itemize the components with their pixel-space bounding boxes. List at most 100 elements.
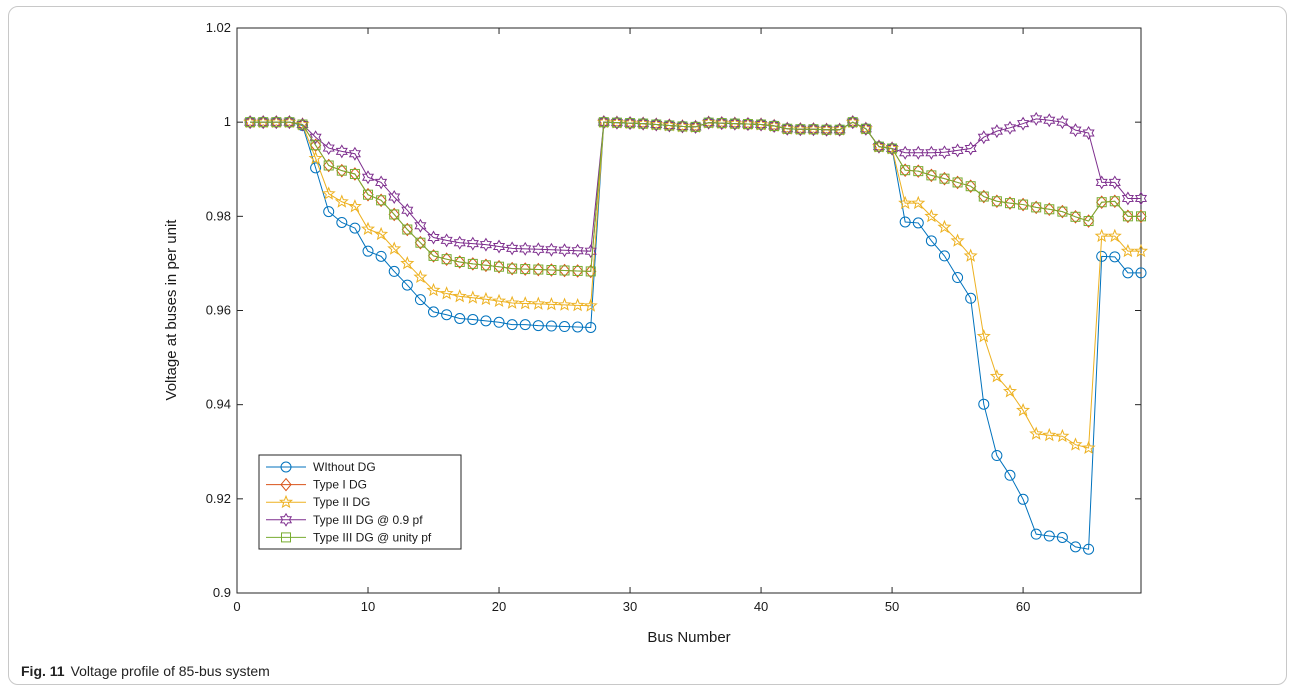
data-point bbox=[1135, 209, 1147, 224]
data-point bbox=[638, 118, 649, 129]
data-point bbox=[361, 170, 375, 185]
data-point bbox=[467, 258, 478, 269]
data-point bbox=[362, 187, 374, 202]
data-point bbox=[1068, 437, 1083, 451]
data-point bbox=[583, 298, 598, 312]
y-tick-label: 0.92 bbox=[206, 491, 231, 506]
data-point bbox=[466, 236, 479, 251]
data-point bbox=[454, 257, 465, 268]
data-point bbox=[1057, 206, 1068, 217]
data-point bbox=[519, 319, 531, 331]
data-point bbox=[518, 296, 533, 310]
x-tick-label: 40 bbox=[754, 599, 768, 614]
data-point bbox=[374, 226, 389, 241]
data-point bbox=[937, 219, 952, 234]
data-point bbox=[610, 115, 623, 130]
data-point bbox=[899, 216, 911, 228]
data-point bbox=[310, 162, 322, 174]
data-point bbox=[781, 121, 794, 136]
data-point bbox=[1135, 267, 1147, 279]
data-point bbox=[559, 321, 571, 333]
data-point bbox=[664, 120, 675, 131]
series-5 bbox=[245, 117, 1146, 277]
data-point bbox=[1120, 243, 1135, 258]
data-point bbox=[388, 265, 400, 277]
data-point bbox=[663, 118, 676, 133]
x-tick-label: 60 bbox=[1016, 599, 1030, 614]
data-point bbox=[795, 124, 806, 135]
data-point bbox=[1043, 202, 1055, 217]
data-point bbox=[1134, 191, 1148, 206]
legend-label: Type II DG bbox=[313, 495, 370, 509]
data-point bbox=[507, 263, 518, 274]
data-point bbox=[270, 115, 283, 130]
legend-label: Type III DG @ 0.9 pf bbox=[313, 513, 423, 527]
data-point bbox=[598, 117, 609, 128]
data-point bbox=[1017, 493, 1029, 505]
data-point bbox=[283, 115, 296, 130]
axis-ticks: 0 10 20 30 40 50 60 0.9 0.92 0.94 0.96 0.98 1 1.02 bbox=[206, 20, 1141, 614]
data-point bbox=[414, 294, 426, 306]
data-point bbox=[349, 222, 361, 234]
data-point bbox=[1133, 243, 1149, 258]
data-point bbox=[1043, 530, 1055, 542]
y-tick-label: 0.94 bbox=[206, 397, 231, 412]
data-point bbox=[467, 257, 479, 271]
y-tick-label: 1 bbox=[224, 114, 231, 129]
data-point bbox=[1017, 116, 1030, 131]
data-point bbox=[912, 164, 924, 178]
data-point bbox=[611, 117, 622, 128]
data-point bbox=[808, 124, 819, 135]
legend-entry: Type III DG @ 0.9 pf bbox=[266, 513, 423, 527]
data-point bbox=[362, 245, 374, 257]
data-point bbox=[991, 196, 1002, 207]
data-point bbox=[939, 173, 950, 184]
data-point bbox=[544, 297, 559, 311]
data-point bbox=[439, 286, 454, 300]
data-point bbox=[1055, 428, 1070, 443]
data-point bbox=[349, 167, 361, 181]
data-point bbox=[559, 265, 570, 276]
data-point bbox=[572, 265, 583, 276]
data-point bbox=[1136, 211, 1146, 222]
data-point bbox=[532, 320, 544, 332]
data-point bbox=[1029, 426, 1044, 440]
data-point bbox=[388, 190, 401, 205]
data-point bbox=[479, 237, 492, 252]
data-point bbox=[467, 313, 479, 325]
data-point bbox=[453, 235, 466, 250]
data-point bbox=[296, 117, 309, 132]
data-point bbox=[964, 141, 977, 156]
data-point bbox=[950, 233, 965, 247]
data-point bbox=[702, 115, 715, 130]
data-point bbox=[689, 119, 702, 134]
data-point bbox=[872, 139, 886, 154]
data-point bbox=[690, 121, 701, 132]
data-point bbox=[414, 218, 427, 233]
data-point bbox=[454, 255, 466, 269]
data-point bbox=[900, 165, 911, 176]
data-point bbox=[440, 233, 453, 248]
data-point bbox=[1082, 214, 1095, 228]
data-point bbox=[401, 222, 413, 237]
data-point bbox=[570, 297, 585, 312]
x-tick-label: 10 bbox=[361, 599, 375, 614]
data-point bbox=[1109, 251, 1121, 263]
data-point bbox=[951, 143, 964, 158]
data-point bbox=[309, 130, 322, 145]
data-point bbox=[335, 144, 348, 159]
data-point bbox=[545, 263, 558, 277]
data-point bbox=[756, 119, 767, 130]
data-point bbox=[1081, 440, 1096, 454]
data-point bbox=[1121, 191, 1134, 206]
data-point bbox=[1096, 197, 1107, 208]
data-point bbox=[1069, 210, 1082, 224]
legend-entry: Type I DG bbox=[266, 478, 367, 492]
data-point bbox=[545, 320, 557, 332]
data-point bbox=[531, 296, 546, 310]
data-point bbox=[1004, 196, 1016, 210]
data-point bbox=[347, 199, 362, 213]
x-tick-label: 30 bbox=[623, 599, 637, 614]
data-point bbox=[336, 165, 347, 176]
